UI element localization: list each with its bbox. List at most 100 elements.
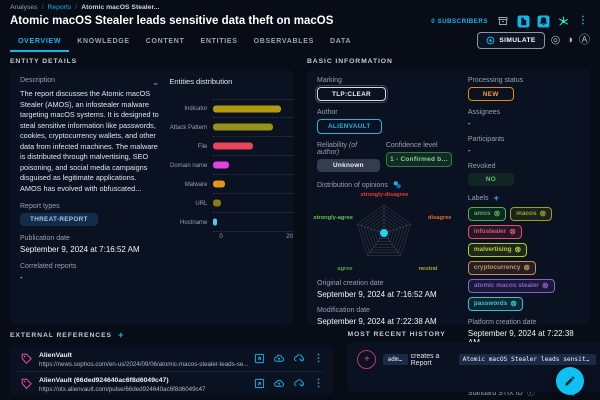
notifications-bell-icon[interactable] [536, 14, 550, 28]
remove-label-icon[interactable]: ⊗ [523, 262, 531, 272]
x-tick-min: 0 [219, 234, 223, 240]
tab[interactable]: CONTENT [145, 38, 185, 45]
tab[interactable]: OBSERVABLES [253, 38, 314, 45]
bar-track [213, 118, 293, 137]
processing-status-label: Processing status [467, 77, 524, 84]
edit-fab-button[interactable] [556, 367, 584, 395]
bar [213, 142, 254, 150]
simulate-icon [486, 36, 495, 45]
label-chip[interactable]: infostealer ⊗ [467, 224, 522, 239]
remove-label-icon[interactable]: ⊗ [514, 244, 522, 254]
history-row: + admin creates a Report Atomic macOS St… [355, 344, 600, 375]
simulate-button[interactable]: SIMULATE [477, 32, 545, 49]
original-creation-date-label: Original creation date [317, 280, 384, 287]
author-chip[interactable]: ALIENVAULT [317, 119, 382, 134]
info-icon[interactable]: ⓘ [526, 388, 535, 397]
open-in-app-icon[interactable] [254, 353, 265, 364]
breadcrumb-reports[interactable]: Reports [47, 4, 72, 11]
reliability-chip: Unknown [317, 159, 380, 172]
description-label: Description [20, 77, 56, 84]
label-chip[interactable]: passwords ⊗ [467, 296, 523, 311]
bar-row: Malware [169, 175, 293, 194]
tabs: OVERVIEW KNOWLEDGE CONTENT ENTITIES OBSERVAB… [10, 34, 359, 52]
history-message: admin creates a Report Atomic macOS Stea… [383, 353, 597, 367]
breadcrumb-analyses[interactable]: Analyses [10, 4, 38, 11]
report-types-label: Report types [20, 203, 60, 210]
bar-category-label: Attack Pattern [169, 124, 208, 131]
label-text: amos [473, 210, 491, 217]
reference-menu-icon[interactable]: ⋮ [313, 352, 324, 364]
label-text: infostealer [473, 228, 507, 235]
cloud-sync-icon[interactable] [293, 353, 305, 364]
share-knowledge-icon[interactable] [556, 14, 570, 28]
remove-label-icon[interactable]: ⊗ [510, 298, 517, 308]
reference-menu-icon[interactable]: ⋮ [313, 377, 324, 389]
add-external-reference-icon[interactable]: + [117, 330, 125, 341]
bar [213, 180, 226, 188]
label-chip[interactable]: amos ⊗ [467, 206, 507, 221]
bar-row: Indicator [169, 99, 293, 118]
entities-distribution-chart: Indicator Attack Pattern File Domain name Ma… [169, 99, 293, 232]
remove-label-icon[interactable]: ⊗ [539, 208, 547, 218]
external-reference-row[interactable]: AlienVault https://news.sophos.com/en-us… [18, 347, 326, 372]
bar-category-label: Indicator [184, 105, 208, 112]
opinions-icon[interactable] [392, 180, 402, 190]
label-chip[interactable]: atomic macos stealer ⊗ [467, 278, 555, 293]
tab[interactable]: KNOWLEDGE [77, 38, 130, 45]
bar [213, 161, 230, 169]
external-reference-row[interactable]: AlienVault (66ded924640ac6f8d6049c47) ht… [18, 372, 325, 395]
reference-url[interactable]: https://news.sophos.com/en-us/2024/09/06… [39, 360, 249, 368]
radar-axis-label: agree [337, 266, 353, 272]
subscribers-count: 0 SUBSCRIBERS [431, 17, 488, 25]
processing-status-chip[interactable]: NEW [467, 87, 514, 101]
reliability-label: Reliability (of author) [317, 142, 358, 156]
bar-row: File [169, 137, 293, 156]
add-label-icon[interactable]: + [493, 193, 500, 204]
pencil-icon [565, 376, 575, 386]
bar-category-label: Malware [184, 181, 208, 188]
bar-category-label: Hostname [180, 219, 208, 226]
open-in-app-icon[interactable] [254, 378, 265, 389]
label-text: atomic macos stealer [473, 282, 539, 289]
remove-label-icon[interactable]: ⊗ [541, 280, 549, 290]
platform-circle-icon-3[interactable]: Ⓐ [579, 34, 590, 46]
cloud-sync-icon[interactable] [293, 378, 305, 389]
remove-label-icon[interactable]: ⊗ [509, 226, 516, 236]
remove-label-icon[interactable]: ⊗ [493, 208, 501, 218]
bar-row: Attack Pattern [169, 118, 293, 137]
publication-date-label: Publication date [20, 235, 70, 242]
label-chip[interactable]: malvertising ⊗ [467, 242, 528, 257]
cloud-upload-icon[interactable] [273, 353, 285, 364]
radar-axis-label: strongly-disagree [360, 192, 409, 198]
breadcrumb-separator: / [41, 4, 44, 11]
cloud-upload-icon[interactable] [273, 378, 285, 389]
bar-track [213, 175, 293, 194]
label-text: passwords [473, 300, 508, 307]
entities-distribution-title: Entities distribution [169, 77, 233, 86]
label-text: macos [516, 210, 537, 217]
confidence-level-chip: 1 - Confirmed b... [385, 152, 452, 167]
opinions-label: Distribution of opinions [317, 181, 388, 189]
reference-url[interactable]: https://otx.alienvault.com/pulse/66ded92… [39, 385, 206, 393]
label-chip[interactable]: cryptocurrency ⊗ [467, 260, 537, 275]
more-options-icon[interactable]: ⋮ [578, 15, 588, 26]
labels-label: Labels + [467, 193, 500, 204]
radar-axis-label: neutral [418, 266, 438, 272]
bar-category-label: Domain name [170, 162, 208, 169]
tab[interactable]: ENTITIES [200, 38, 238, 45]
reference-title: AlienVault (66ded924640ac6f8d6049c47) [39, 376, 169, 384]
export-file-icon[interactable] [516, 14, 530, 28]
correlated-reports-label: Correlated reports [20, 263, 77, 270]
tab[interactable]: OVERVIEW [10, 34, 70, 52]
original-creation-date-value: September 9, 2024 at 7:16:52 AM [317, 290, 437, 299]
tab[interactable]: DATA [329, 38, 352, 45]
report-type-chip[interactable]: THREAT-REPORT [20, 213, 98, 226]
bar-category-label: URL [195, 200, 208, 207]
label-chip[interactable]: macos ⊗ [510, 206, 553, 221]
platform-circle-icon-2[interactable]: ◑ [566, 34, 573, 46]
platform-circle-icon-1[interactable]: ◎ [550, 34, 561, 46]
archive-icon[interactable] [496, 14, 510, 28]
simulate-label: SIMULATE [499, 37, 536, 44]
chevron-down-icon[interactable]: ⌄ [151, 76, 160, 87]
